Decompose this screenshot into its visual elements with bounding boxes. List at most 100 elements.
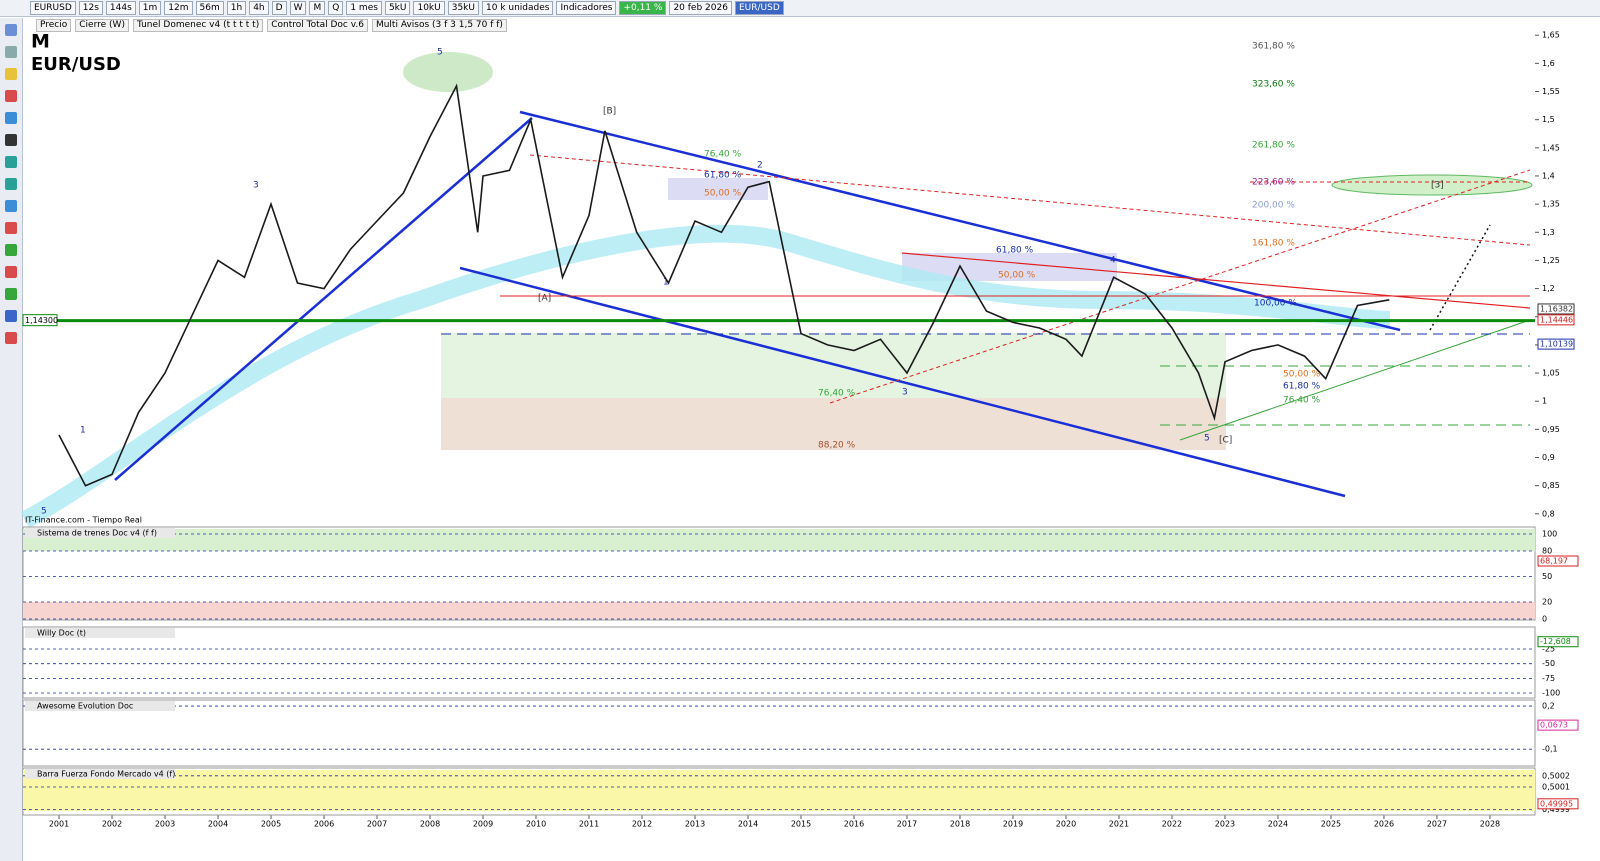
toolbar-button[interactable]: M	[309, 1, 326, 15]
x-tick-label: 2024	[1268, 820, 1288, 829]
tool-icon[interactable]	[5, 46, 17, 58]
tool-icon[interactable]	[5, 288, 17, 300]
fib-label: 50,00 %	[704, 189, 742, 199]
toolbar-button[interactable]: 56m	[195, 1, 224, 15]
fib-label: 161,80 %	[1252, 239, 1295, 249]
y-tick-label: 1,65	[1542, 31, 1560, 40]
current-label: -12,608	[1540, 637, 1571, 646]
tool-icon[interactable]	[5, 90, 17, 102]
price-label: 1,16382	[1540, 304, 1573, 313]
legend-item[interactable]: Precio	[36, 19, 72, 32]
toolbar: EURUSD 12s 144s 1m 12m 56m 1h 4h D W M Q 1 mes 5kU 10k…	[0, 0, 1600, 17]
toolbar-button[interactable]: W	[289, 1, 307, 15]
wave-label: 1	[663, 278, 669, 288]
tool-icon[interactable]	[5, 310, 17, 322]
trend-line	[901, 252, 1531, 309]
ema-band	[20, 224, 1391, 528]
chart-title: EUR/USD	[31, 54, 121, 75]
wave-label: 4	[1110, 256, 1116, 266]
x-tick-label: 2017	[897, 820, 917, 829]
legend-item[interactable]: Multi Avisos (3 f 3 1,5 70 f f)	[371, 19, 507, 32]
fib-label: 323,60 %	[1252, 80, 1295, 90]
toolbar-button[interactable]: 4h	[249, 1, 269, 15]
toolbar-button[interactable]: D	[271, 1, 287, 15]
toolbar-button[interactable]: 144s	[105, 1, 136, 15]
fib-label: 76,40 %	[704, 150, 742, 160]
tool-icon[interactable]	[5, 24, 17, 36]
current-label: 68,197	[1540, 557, 1568, 566]
fib-label: 223,60 %	[1252, 178, 1295, 188]
y-tick-label: 50	[1542, 572, 1552, 581]
fib-label: 76,40 %	[1283, 396, 1321, 406]
timeframe: M	[31, 31, 50, 53]
legend-item[interactable]: Tunel Domenec v4 (t t t t t)	[132, 19, 264, 32]
toolbar-button[interactable]: 35kU	[447, 1, 479, 15]
x-tick-label: 2013	[685, 820, 705, 829]
panel-border	[22, 626, 1536, 699]
y-tick-label: 0,95	[1542, 425, 1560, 434]
panel-title-bg	[25, 528, 175, 538]
drawing-toolbar	[0, 18, 23, 861]
fib-label: 100,00 %	[1254, 299, 1297, 309]
toolbar-button[interactable]: EURUSD	[30, 1, 76, 15]
panel-title: Sistema de trenes Doc v4 (f f)	[37, 529, 157, 538]
x-tick-label: 2028	[1480, 820, 1500, 829]
toolbar-button[interactable]: 5kU	[384, 1, 411, 15]
wave-label: [C]	[1219, 436, 1232, 446]
legend-item[interactable]: Control Total Doc v.6	[267, 19, 368, 32]
indicator-legend: Precio Cierre (W) Tunel Domenec v4 (t t t …	[36, 19, 507, 32]
tool-icon[interactable]	[5, 266, 17, 278]
price-label: 1,10139	[1540, 340, 1573, 349]
wave-label: 5	[1204, 434, 1210, 444]
tool-icon[interactable]	[5, 244, 17, 256]
x-tick-label: 2025	[1321, 820, 1341, 829]
tool-icon[interactable]	[5, 68, 17, 80]
toolbar-button[interactable]: 1m	[138, 1, 162, 15]
toolbar-button[interactable]: 1 mes	[346, 1, 382, 15]
legend-item[interactable]: Cierre (W)	[75, 19, 129, 32]
tool-icon[interactable]	[5, 156, 17, 168]
tool-icon[interactable]	[5, 178, 17, 190]
toolbar-button[interactable]: +0,11 %	[619, 1, 667, 15]
trend-line	[529, 154, 1531, 246]
y-tick-label: 0,2	[1542, 702, 1555, 711]
toolbar-button[interactable]: 12s	[78, 1, 103, 15]
tool-icon[interactable]	[5, 222, 17, 234]
wave-label: 3	[902, 388, 908, 398]
channel-line	[519, 110, 1401, 332]
fib-label: 261,80 %	[1252, 141, 1295, 151]
price-label: 1,14446	[1540, 315, 1573, 324]
toolbar-button[interactable]: 12m	[164, 1, 193, 15]
current-box	[1537, 636, 1579, 648]
tool-icon[interactable]	[5, 112, 17, 124]
panel-border	[22, 526, 1536, 621]
x-tick-label: 2014	[738, 820, 758, 829]
x-tick-label: 2012	[632, 820, 652, 829]
fib-label: 76,40 %	[818, 389, 856, 399]
y-tick-label: 0	[1542, 614, 1547, 623]
toolbar-button[interactable]: Q	[328, 1, 344, 15]
oversold-zone	[23, 601, 1535, 619]
x-tick-label: 2011	[579, 820, 599, 829]
y-tick-label: 1,35	[1542, 200, 1560, 209]
toolbar-button[interactable]: 20 feb 2026	[669, 1, 732, 15]
toolbar-button[interactable]: 10 k unidades	[482, 1, 554, 15]
tool-icon[interactable]	[5, 332, 17, 344]
y-tick-label: 0,5002	[1542, 771, 1570, 780]
x-tick-label: 2002	[102, 820, 122, 829]
x-tick-label: 2016	[844, 820, 864, 829]
trend-line	[114, 117, 533, 481]
panel-title: Awesome Evolution Doc	[37, 702, 133, 711]
toolbar-button[interactable]: 10kU	[413, 1, 445, 15]
toolbar-button[interactable]: Indicadores	[556, 1, 617, 15]
x-tick-label: 2018	[950, 820, 970, 829]
fib-label: 50,00 %	[1283, 370, 1321, 380]
tool-icon[interactable]	[5, 200, 17, 212]
toolbar-button[interactable]: 1h	[226, 1, 247, 15]
channel-line	[459, 266, 1346, 498]
tool-icon[interactable]	[5, 134, 17, 146]
toolbar-button[interactable]: EUR/USD	[734, 1, 784, 15]
y-tick-label: 0,4999	[1542, 805, 1570, 814]
